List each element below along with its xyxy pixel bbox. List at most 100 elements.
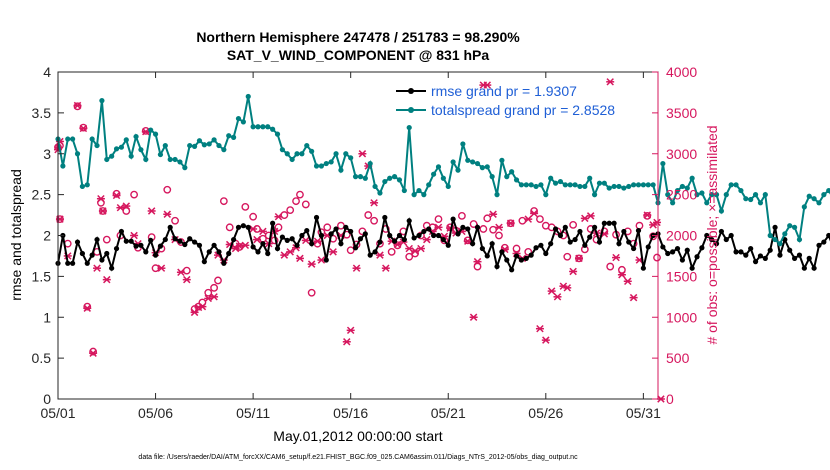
left-y-tick-label: 3 bbox=[43, 146, 51, 162]
rmse-point bbox=[172, 236, 178, 242]
rmse-point bbox=[660, 244, 666, 250]
obs-assimilated-point bbox=[89, 349, 98, 357]
obs-possible-point bbox=[79, 123, 88, 132]
obs-possible-point bbox=[163, 185, 172, 194]
rmse-point bbox=[631, 245, 637, 252]
spread-point bbox=[128, 153, 134, 159]
rmse-point bbox=[182, 241, 188, 248]
left-y-tick-label: 0.5 bbox=[32, 350, 52, 366]
rmse-point bbox=[552, 226, 559, 232]
spread-point bbox=[328, 159, 334, 165]
rmse-point bbox=[211, 242, 217, 248]
obs-assimilated-point bbox=[346, 326, 355, 335]
right-y-axis-label: # of obs: o=possible; ×=assimilated bbox=[704, 125, 720, 344]
rmse-point bbox=[191, 239, 198, 245]
rmse-point bbox=[811, 265, 817, 271]
spread-point bbox=[718, 208, 725, 214]
spread-point bbox=[523, 182, 529, 188]
spread-point bbox=[777, 241, 783, 247]
rmse-point bbox=[640, 265, 646, 271]
spread-point bbox=[201, 142, 207, 148]
spread-point bbox=[109, 153, 115, 159]
obs-assimilated-point bbox=[483, 81, 492, 89]
spread-point bbox=[548, 175, 554, 181]
rmse-point bbox=[99, 257, 105, 263]
obs-possible-point bbox=[274, 223, 283, 232]
rmse-point bbox=[713, 241, 720, 247]
rmse-point bbox=[699, 245, 705, 251]
spread-point bbox=[348, 155, 354, 161]
rmse-point bbox=[621, 228, 627, 235]
spread-point bbox=[626, 183, 632, 190]
obs-possible-point bbox=[296, 190, 304, 199]
rmse-point bbox=[801, 265, 807, 271]
obs-assimilated-point bbox=[198, 302, 207, 311]
rmse-point bbox=[289, 236, 295, 242]
spread-point bbox=[606, 185, 612, 191]
obs-assimilated-point bbox=[96, 194, 105, 203]
spread-point bbox=[801, 204, 807, 210]
obs-assimilated-point bbox=[370, 199, 379, 207]
spread-point bbox=[538, 182, 544, 188]
rmse-point bbox=[167, 224, 173, 230]
spread-point bbox=[357, 174, 364, 180]
rmse-point bbox=[513, 253, 520, 259]
obs-assimilated-point bbox=[617, 271, 626, 279]
rmse-point bbox=[670, 249, 676, 255]
obs-assimilated-point bbox=[494, 223, 503, 232]
spread-point bbox=[401, 187, 407, 194]
spread-point bbox=[499, 157, 505, 163]
obs-possible-point bbox=[618, 265, 626, 274]
rmse-point bbox=[250, 244, 256, 250]
obs-assimilated-point bbox=[163, 210, 172, 218]
spread-point bbox=[484, 164, 490, 170]
obs-possible-point bbox=[204, 288, 213, 297]
series-lines bbox=[55, 93, 830, 273]
obs-possible-point bbox=[171, 216, 179, 225]
rmse-point bbox=[221, 260, 227, 266]
rmse-point bbox=[348, 228, 354, 235]
obs-possible-point bbox=[214, 276, 222, 285]
obs-possible-point bbox=[307, 288, 316, 297]
obs-assimilated-point bbox=[352, 264, 361, 272]
spread-point bbox=[177, 159, 183, 165]
spread-point bbox=[504, 174, 510, 180]
obs-possible-point bbox=[249, 212, 258, 221]
obs-assimilated-point bbox=[147, 207, 156, 215]
rmse-point bbox=[309, 241, 315, 247]
legend-spread-marker bbox=[408, 107, 414, 113]
rmse-point bbox=[509, 267, 515, 273]
spread-point bbox=[148, 127, 154, 133]
obs-possible-point bbox=[653, 253, 661, 262]
spread-point bbox=[826, 187, 830, 194]
obs-assimilated-point bbox=[79, 124, 88, 133]
rmse-point bbox=[235, 224, 242, 230]
obs-possible-point bbox=[89, 347, 98, 356]
spread-point bbox=[191, 143, 198, 149]
obs-possible-point bbox=[606, 262, 615, 271]
rmse-point bbox=[738, 249, 744, 255]
rmse-point bbox=[435, 232, 442, 239]
rmse-point bbox=[113, 245, 120, 252]
spread-point bbox=[338, 167, 344, 173]
rmse-point bbox=[626, 239, 632, 245]
spread-point bbox=[601, 180, 607, 186]
obs-possible-point bbox=[524, 247, 533, 256]
spread-point bbox=[377, 190, 383, 196]
rmse-point bbox=[616, 241, 622, 247]
rmse-point bbox=[548, 241, 554, 247]
rmse-point bbox=[543, 250, 549, 257]
spread-point bbox=[333, 151, 339, 157]
rmse-point bbox=[157, 243, 164, 249]
obs-possible-point bbox=[495, 231, 503, 240]
obs-possible-point bbox=[225, 223, 234, 232]
spread-point bbox=[440, 175, 446, 181]
spread-point bbox=[787, 223, 793, 229]
spread-point bbox=[289, 156, 295, 163]
spread-point bbox=[216, 142, 222, 149]
rmse-point bbox=[416, 232, 422, 239]
obs-assimilated-point bbox=[313, 237, 322, 245]
spread-point bbox=[167, 156, 173, 163]
spread-point bbox=[509, 169, 515, 175]
